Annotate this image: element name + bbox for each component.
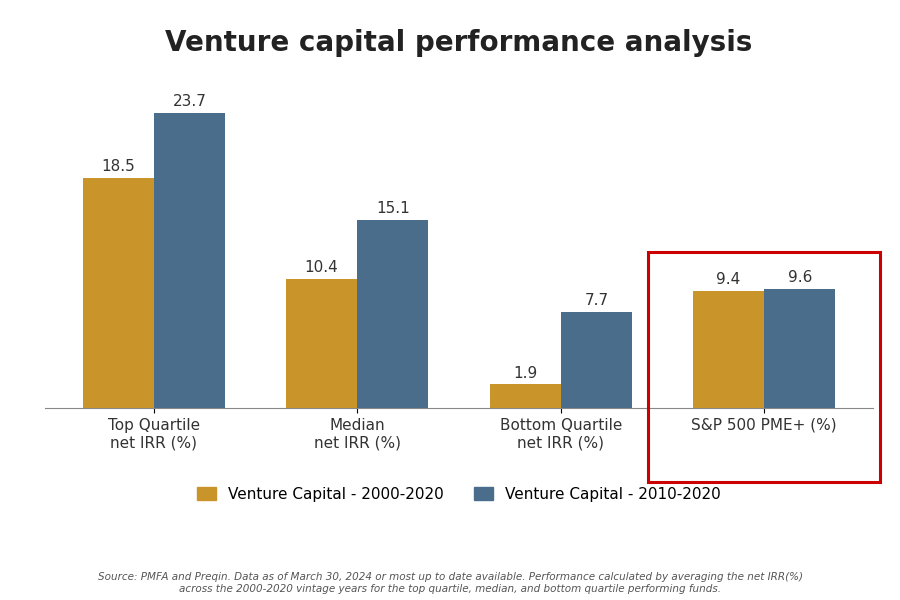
Text: 1.9: 1.9 (513, 365, 537, 380)
Bar (561, 312, 632, 408)
Legend: Venture Capital - 2000-2020, Venture Capital - 2010-2020: Venture Capital - 2000-2020, Venture Cap… (192, 481, 726, 508)
Bar (154, 113, 225, 408)
Text: 9.4: 9.4 (716, 272, 741, 287)
Text: 23.7: 23.7 (173, 94, 206, 109)
Text: 15.1: 15.1 (376, 202, 410, 217)
Text: 18.5: 18.5 (102, 159, 135, 174)
Text: 9.6: 9.6 (788, 270, 812, 285)
Bar (693, 291, 764, 408)
Text: Source: PMFA and Preqin. Data as of March 30, 2024 or most up to date available.: Source: PMFA and Preqin. Data as of Marc… (97, 572, 803, 594)
Text: 10.4: 10.4 (305, 260, 338, 275)
Bar (357, 220, 428, 408)
Bar (83, 178, 154, 408)
Bar (764, 289, 835, 408)
Text: 7.7: 7.7 (584, 293, 608, 308)
Title: Venture capital performance analysis: Venture capital performance analysis (166, 29, 752, 57)
Bar (490, 385, 561, 408)
Bar (286, 278, 357, 408)
